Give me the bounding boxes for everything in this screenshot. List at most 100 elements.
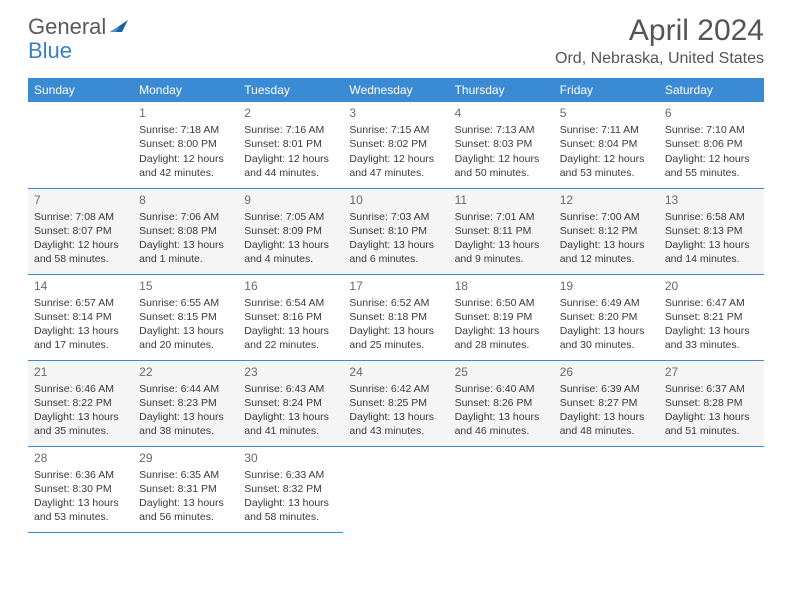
sunrise-line: Sunrise: 6:36 AM [34,468,127,482]
daylight-line: Daylight: 13 hours and 38 minutes. [139,410,232,438]
day-info: Sunrise: 6:44 AMSunset: 8:23 PMDaylight:… [139,382,232,439]
daylight-line: Daylight: 13 hours and 53 minutes. [34,496,127,524]
daylight-line: Daylight: 13 hours and 30 minutes. [560,324,653,352]
sunset-line: Sunset: 8:06 PM [665,137,758,151]
day-header: Tuesday [238,78,343,102]
sunset-line: Sunset: 8:22 PM [34,396,127,410]
day-header: Sunday [28,78,133,102]
day-info: Sunrise: 6:57 AMSunset: 8:14 PMDaylight:… [34,296,127,353]
week-row: 21Sunrise: 6:46 AMSunset: 8:22 PMDayligh… [28,360,764,446]
daylight-line: Daylight: 12 hours and 53 minutes. [560,152,653,180]
sunset-line: Sunset: 8:01 PM [244,137,337,151]
daylight-line: Daylight: 13 hours and 46 minutes. [455,410,548,438]
sunset-line: Sunset: 8:32 PM [244,482,337,496]
day-number: 13 [665,192,758,208]
day-number: 12 [560,192,653,208]
day-cell: 22Sunrise: 6:44 AMSunset: 8:23 PMDayligh… [133,360,238,446]
daylight-line: Daylight: 13 hours and 25 minutes. [349,324,442,352]
day-info: Sunrise: 7:13 AMSunset: 8:03 PMDaylight:… [455,123,548,180]
day-cell: 3 Sunrise: 7:15 AMSunset: 8:02 PMDaylight… [343,102,448,188]
daylight-line: Daylight: 13 hours and 41 minutes. [244,410,337,438]
daylight-line: Daylight: 13 hours and 20 minutes. [139,324,232,352]
day-cell: 21Sunrise: 6:46 AMSunset: 8:22 PMDayligh… [28,360,133,446]
sunrise-line: Sunrise: 6:42 AM [349,382,442,396]
day-info: Sunrise: 6:42 AMSunset: 8:25 PMDaylight:… [349,382,442,439]
sunrise-line: Sunrise: 7:16 AM [244,123,337,137]
day-number: 26 [560,364,653,380]
day-number: 7 [34,192,127,208]
day-number: 6 [665,105,758,121]
daylight-line: Daylight: 13 hours and 51 minutes. [665,410,758,438]
sunset-line: Sunset: 8:14 PM [34,310,127,324]
day-cell: 11 Sunrise: 7:01 AMSunset: 8:11 PMDayligh… [449,188,554,274]
day-number: 27 [665,364,758,380]
daylight-line: Daylight: 13 hours and 22 minutes. [244,324,337,352]
daylight-line: Daylight: 13 hours and 6 minutes. [349,238,442,266]
daylight-line: Daylight: 12 hours and 42 minutes. [139,152,232,180]
header: General April 2024 Ord, Nebraska, United… [28,14,764,68]
day-number: 24 [349,364,442,380]
daylight-line: Daylight: 12 hours and 58 minutes. [34,238,127,266]
sunrise-line: Sunrise: 7:03 AM [349,210,442,224]
day-number: 19 [560,278,653,294]
day-header-row: SundayMondayTuesdayWednesdayThursdayFrid… [28,78,764,102]
sunrise-line: Sunrise: 6:47 AM [665,296,758,310]
day-number: 28 [34,450,127,466]
day-info: Sunrise: 7:00 AMSunset: 8:12 PMDaylight:… [560,210,653,267]
sunrise-line: Sunrise: 6:39 AM [560,382,653,396]
day-number: 11 [455,192,548,208]
sunrise-line: Sunrise: 6:49 AM [560,296,653,310]
day-info: Sunrise: 7:18 AMSunset: 8:00 PMDaylight:… [139,123,232,180]
day-info: Sunrise: 7:10 AMSunset: 8:06 PMDaylight:… [665,123,758,180]
day-cell: 17Sunrise: 6:52 AMSunset: 8:18 PMDayligh… [343,274,448,360]
sunset-line: Sunset: 8:27 PM [560,396,653,410]
day-info: Sunrise: 6:52 AMSunset: 8:18 PMDaylight:… [349,296,442,353]
day-info: Sunrise: 7:11 AMSunset: 8:04 PMDaylight:… [560,123,653,180]
sunrise-line: Sunrise: 6:44 AM [139,382,232,396]
day-info: Sunrise: 6:37 AMSunset: 8:28 PMDaylight:… [665,382,758,439]
daylight-line: Daylight: 12 hours and 50 minutes. [455,152,548,180]
sunrise-line: Sunrise: 7:00 AM [560,210,653,224]
sunrise-line: Sunrise: 7:08 AM [34,210,127,224]
sunset-line: Sunset: 8:20 PM [560,310,653,324]
day-number: 5 [560,105,653,121]
empty-cell [28,102,133,188]
day-info: Sunrise: 6:47 AMSunset: 8:21 PMDaylight:… [665,296,758,353]
day-info: Sunrise: 7:15 AMSunset: 8:02 PMDaylight:… [349,123,442,180]
sunset-line: Sunset: 8:26 PM [455,396,548,410]
day-number: 29 [139,450,232,466]
week-row: 7Sunrise: 7:08 AMSunset: 8:07 PMDaylight… [28,188,764,274]
daylight-line: Daylight: 13 hours and 4 minutes. [244,238,337,266]
day-cell: 4Sunrise: 7:13 AMSunset: 8:03 PMDaylight… [449,102,554,188]
sunrise-line: Sunrise: 7:18 AM [139,123,232,137]
sunrise-line: Sunrise: 6:52 AM [349,296,442,310]
daylight-line: Daylight: 13 hours and 48 minutes. [560,410,653,438]
day-info: Sunrise: 6:46 AMSunset: 8:22 PMDaylight:… [34,382,127,439]
day-cell: 24 Sunrise: 6:42 AMSunset: 8:25 PMDayligh… [343,360,448,446]
sunset-line: Sunset: 8:15 PM [139,310,232,324]
day-cell: 13 Sunrise: 6:58 AMSunset: 8:13 PMDayligh… [659,188,764,274]
day-info: Sunrise: 7:01 AMSunset: 8:11 PMDaylight:… [455,210,548,267]
sunset-line: Sunset: 8:07 PM [34,224,127,238]
day-info: Sunrise: 7:03 AMSunset: 8:10 PMDaylight:… [349,210,442,267]
sunset-line: Sunset: 8:13 PM [665,224,758,238]
sunset-line: Sunset: 8:21 PM [665,310,758,324]
logo-word1: General [28,14,106,40]
sunset-line: Sunset: 8:18 PM [349,310,442,324]
day-number: 1 [139,105,232,121]
daylight-line: Daylight: 13 hours and 28 minutes. [455,324,548,352]
day-cell: 20Sunrise: 6:47 AMSunset: 8:21 PMDayligh… [659,274,764,360]
day-cell: 15Sunrise: 6:55 AMSunset: 8:15 PMDayligh… [133,274,238,360]
sunrise-line: Sunrise: 6:33 AM [244,468,337,482]
day-info: Sunrise: 6:58 AMSunset: 8:13 PMDaylight:… [665,210,758,267]
sunrise-line: Sunrise: 6:55 AM [139,296,232,310]
day-info: Sunrise: 7:08 AMSunset: 8:07 PMDaylight:… [34,210,127,267]
day-cell: 30Sunrise: 6:33 AMSunset: 8:32 PMDayligh… [238,446,343,532]
day-number: 3 [349,105,442,121]
day-cell: 25Sunrise: 6:40 AMSunset: 8:26 PMDayligh… [449,360,554,446]
daylight-line: Daylight: 13 hours and 14 minutes. [665,238,758,266]
day-cell: 27 Sunrise: 6:37 AMSunset: 8:28 PMDayligh… [659,360,764,446]
day-info: Sunrise: 6:33 AMSunset: 8:32 PMDaylight:… [244,468,337,525]
day-number: 2 [244,105,337,121]
day-header: Friday [554,78,659,102]
